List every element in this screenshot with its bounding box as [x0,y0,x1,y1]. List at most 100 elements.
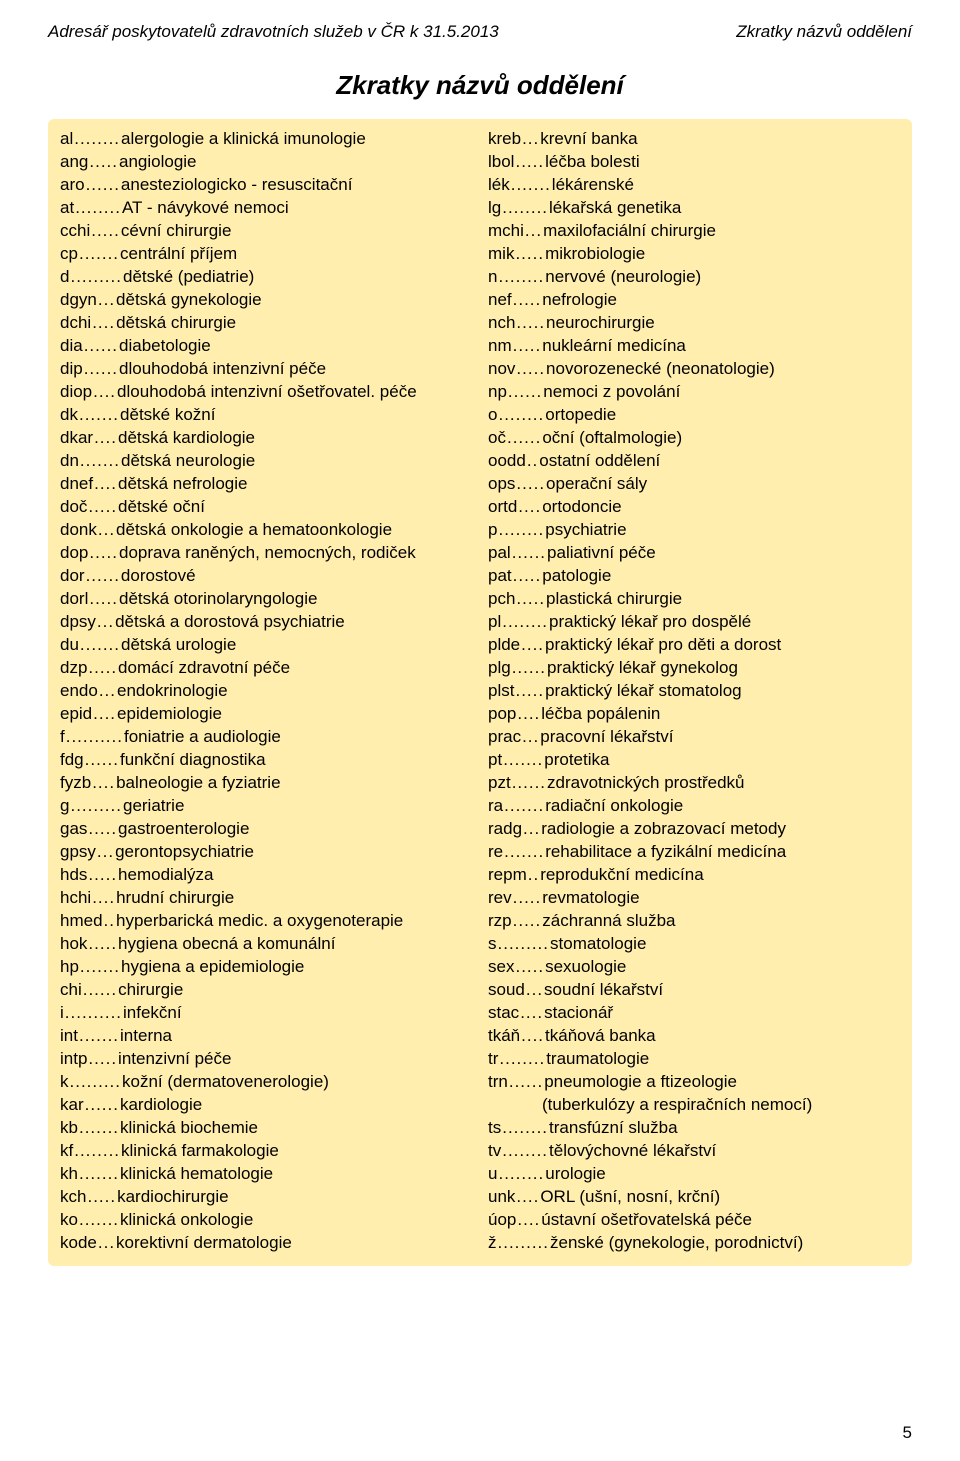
abbr-definition: praktický lékař pro děti a dorost [545,633,781,656]
abbr-code: pt [488,748,502,771]
abbr-dots: ...... [511,656,547,679]
abbr-definition: novorozenecké (neonatologie) [546,357,775,380]
abbr-definition: plastická chirurgie [546,587,682,610]
abbr-entry: dnef....dětská nefrologie [60,472,472,495]
abbr-definition: kardiologie [120,1093,202,1116]
abbr-code: rzp [488,909,512,932]
abbr-entry: kh.......klinická hematologie [60,1162,472,1185]
document-page: Adresář poskytovatelů zdravotních služeb… [0,0,960,1461]
abbr-definition: traumatologie [546,1047,649,1070]
abbr-dots: .... [516,702,541,725]
abbr-definition: zdravotnických prostředků [547,771,744,794]
abbr-dots: ..... [86,1185,117,1208]
abbr-code: pat [488,564,512,587]
abbr-dots: ..... [88,541,119,564]
abbr-entry: pt....... protetika [488,748,900,771]
abbr-dots: .... [93,426,118,449]
abbr-definition: dětská otorinolaryngologie [119,587,317,610]
abbreviation-table: al........alergologie a klinická imunolo… [48,119,912,1266]
abbr-entry: hds.....hemodialýza [60,863,472,886]
abbr-entry: ž......... ženské (gynekologie, porodnic… [488,1231,900,1254]
abbr-entry: kch.....kardiochirurgie [60,1185,472,1208]
abbr-code: unk [488,1185,515,1208]
abbr-code: dkar [60,426,93,449]
abbr-entry: lg........ lékařská genetika [488,196,900,219]
abbr-entry: ops..... operační sály [488,472,900,495]
abbr-entry: f..........foniatrie a audiologie [60,725,472,748]
abbr-entry: mik..... mikrobiologie [488,242,900,265]
abbr-definition: alergologie a klinická imunologie [121,127,366,150]
abbr-definition: rehabilitace a fyzikální medicína [545,840,786,863]
abbr-code: cchi [60,219,90,242]
abbr-entry: oč...... oční (oftalmologie) [488,426,900,449]
abbr-dots: ..... [87,656,118,679]
abbr-definition: patologie [542,564,611,587]
abbr-entry: radg... radiologie a zobrazovací metody [488,817,900,840]
abbr-definition: nefrologie [542,288,617,311]
abbr-dots: ...... [85,173,121,196]
abbr-entry: chi......chirurgie [60,978,472,1001]
abbr-code: dop [60,541,88,564]
abbr-dots: .. [526,449,539,472]
abbr-entry: plst..... praktický lékař stomatolog [488,679,900,702]
abbr-definition: dětská gynekologie [116,288,262,311]
abbr-code: sex [488,955,514,978]
abbr-code: trn [488,1070,508,1093]
abbr-entry: dpsy...dětská a dorostová psychiatrie [60,610,472,633]
abbr-entry: dkar....dětská kardiologie [60,426,472,449]
abbr-dots: ... [97,518,116,541]
abbr-definition: dětské kožní [120,403,215,426]
abbr-code: np [488,380,507,403]
abbr-definition: dětská neurologie [121,449,255,472]
abbr-code: oodd [488,449,526,472]
abbr-code: ra [488,794,503,817]
abbr-definition: ORL (ušní, nosní, krční) [540,1185,720,1208]
abbr-definition: angiologie [119,150,197,173]
abbr-definition: protetika [544,748,609,771]
left-column: al........alergologie a klinická imunolo… [60,127,472,1254]
abbr-dots: .... [91,771,116,794]
abbr-dots: ...... [506,426,542,449]
abbr-definition: pneumologie a ftizeologie [544,1070,737,1093]
abbr-dots: ..... [514,150,545,173]
abbr-definition: hyperbarická medic. a oxygenoterapie [116,909,403,932]
abbr-definition: léčba popálenin [541,702,660,725]
abbr-code: lbol [488,150,514,173]
abbr-entry: dip......dlouhodobá intenzivní péče [60,357,472,380]
abbr-definition: gerontopsychiatrie [115,840,254,863]
abbr-dots: ... [96,840,115,863]
abbr-code: dnef [60,472,93,495]
abbr-entry: plde.... praktický lékař pro děti a doro… [488,633,900,656]
abbr-entry: repm.. reprodukční medicína [488,863,900,886]
abbr-dots: ....... [79,633,121,656]
abbr-definition: urologie [545,1162,606,1185]
abbr-dots: ........ [498,1047,546,1070]
abbr-entry: n........ nervové (neurologie) [488,265,900,288]
abbr-dots: ..... [514,242,545,265]
abbr-code: gas [60,817,87,840]
abbr-definition: dlouhodobá intenzivní péče [119,357,326,380]
abbr-entry: u........ urologie [488,1162,900,1185]
abbr-entry: dchi....dětská chirurgie [60,311,472,334]
abbr-code: soud [488,978,525,1001]
abbr-code: ops [488,472,515,495]
abbr-definition: lékařská genetika [549,196,681,219]
abbr-definition: dorostové [121,564,196,587]
abbr-definition: dětská nefrologie [118,472,247,495]
abbr-entry: gas.....gastroenterologie [60,817,472,840]
abbr-code: kch [60,1185,86,1208]
abbr-dots: ..... [512,334,543,357]
abbr-dots: .... [515,1185,540,1208]
abbr-definition: anesteziologicko - resuscitační [121,173,353,196]
abbr-entry: dn.......dětská neurologie [60,449,472,472]
abbr-code: ang [60,150,88,173]
abbr-entry: k.........kožní (dermatovenerologie) [60,1070,472,1093]
abbr-entry: rzp..... záchranná služba [488,909,900,932]
abbr-dots: ....... [510,173,552,196]
abbr-dots: .... [92,702,117,725]
abbr-code: plde [488,633,520,656]
abbr-dots: ..... [515,587,546,610]
abbr-definition: dětská urologie [121,633,236,656]
abbr-definition: AT - návykové nemoci [122,196,289,219]
page-title: Zkratky názvů oddělení [48,70,912,101]
